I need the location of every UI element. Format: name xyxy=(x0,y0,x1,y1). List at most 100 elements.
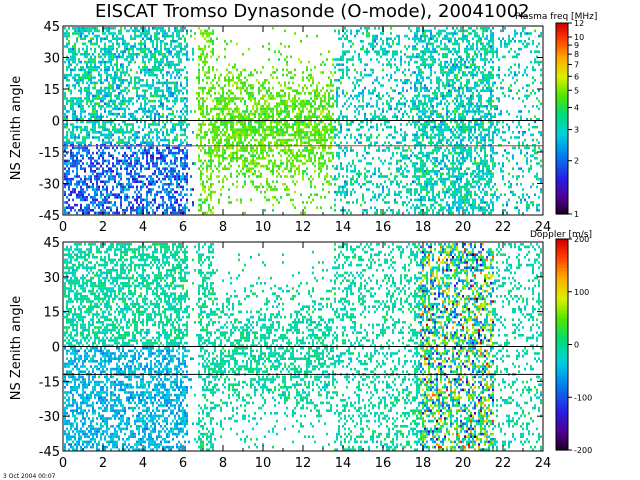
heatmap-cell xyxy=(106,136,108,139)
heatmap-cell xyxy=(150,115,152,118)
heatmap-cell xyxy=(138,81,140,85)
heatmap-cell xyxy=(308,112,310,116)
heatmap-cell xyxy=(72,188,74,191)
heatmap-cell xyxy=(140,47,142,51)
heatmap-cell xyxy=(160,89,162,92)
heatmap-cell xyxy=(108,53,110,56)
heatmap-cell xyxy=(136,133,138,137)
heatmap-cell xyxy=(204,58,206,61)
heatmap-cell xyxy=(166,99,168,103)
heatmap-cell xyxy=(246,146,248,150)
heatmap-cell xyxy=(94,60,96,64)
heatmap-cell xyxy=(182,167,184,170)
heatmap-cell xyxy=(320,112,322,116)
heatmap-cell xyxy=(256,162,258,165)
heatmap-cell xyxy=(388,94,390,98)
heatmap-cell xyxy=(224,55,226,59)
heatmap-cell xyxy=(200,53,202,56)
heatmap-cell xyxy=(212,211,214,215)
heatmap-cell xyxy=(390,183,392,186)
heatmap-cell xyxy=(292,76,294,79)
heatmap-cell xyxy=(152,53,154,56)
heatmap-cell xyxy=(124,112,126,116)
heatmap-cell xyxy=(326,112,328,116)
heatmap-cell xyxy=(146,84,148,87)
heatmap-cell xyxy=(406,149,408,152)
heatmap-cell xyxy=(292,125,294,129)
heatmap-cell xyxy=(98,105,100,108)
heatmap-cell xyxy=(72,141,74,144)
heatmap-cell xyxy=(122,107,124,111)
heatmap-cell xyxy=(254,185,256,189)
heatmap-cell xyxy=(396,146,398,150)
heatmap-cell xyxy=(84,198,86,202)
heatmap-cell xyxy=(114,73,116,77)
heatmap-cell xyxy=(354,190,356,194)
heatmap-cell xyxy=(160,47,162,51)
heatmap-cell xyxy=(106,120,108,124)
heatmap-cell xyxy=(64,34,66,38)
heatmap-cell xyxy=(148,136,150,139)
heatmap-cell xyxy=(326,118,328,121)
heatmap-cell xyxy=(160,29,162,33)
heatmap-cell xyxy=(130,146,132,150)
heatmap-cell xyxy=(362,92,364,95)
heatmap-cell xyxy=(208,141,210,144)
heatmap-cell xyxy=(390,125,392,129)
heatmap-cell xyxy=(158,79,160,82)
heatmap-cell xyxy=(400,123,402,126)
heatmap-cell xyxy=(132,115,134,118)
heatmap-cell xyxy=(124,141,126,144)
heatmap-cell xyxy=(300,92,302,95)
heatmap-cell xyxy=(378,149,380,152)
heatmap-cell xyxy=(78,32,80,35)
heatmap-cell xyxy=(158,115,160,118)
heatmap-cell xyxy=(248,92,250,95)
heatmap-cell xyxy=(92,120,94,124)
heatmap-cell xyxy=(378,115,380,118)
heatmap-cell xyxy=(392,53,394,56)
heatmap-cell xyxy=(144,167,146,170)
heatmap-cell xyxy=(304,136,306,139)
heatmap-cell xyxy=(72,146,74,150)
heatmap-cell xyxy=(92,170,94,173)
heatmap-cell xyxy=(160,154,162,157)
heatmap-cell xyxy=(206,118,208,121)
heatmap-cell xyxy=(248,47,250,51)
heatmap-cell xyxy=(106,102,108,105)
heatmap-cell xyxy=(102,201,104,204)
heatmap-cell xyxy=(310,92,312,95)
heatmap-cell xyxy=(146,206,148,209)
heatmap-cell xyxy=(382,32,384,35)
heatmap-cell xyxy=(94,201,96,204)
heatmap-cell xyxy=(212,159,214,163)
heatmap-cell xyxy=(98,102,100,105)
heatmap-cell xyxy=(110,201,112,204)
heatmap-cell xyxy=(208,177,210,181)
heatmap-cell xyxy=(288,115,290,118)
heatmap-cell xyxy=(172,175,174,178)
heatmap-cell xyxy=(92,123,94,126)
heatmap-cell xyxy=(102,97,104,100)
heatmap-cell xyxy=(408,68,410,72)
heatmap-cell xyxy=(186,105,188,108)
heatmap-cell xyxy=(324,115,326,118)
heatmap-cell xyxy=(252,118,254,121)
heatmap-cell xyxy=(66,97,68,100)
heatmap-cell xyxy=(238,110,240,113)
heatmap-cell xyxy=(150,92,152,95)
heatmap-cell xyxy=(168,149,170,152)
heatmap-cell xyxy=(304,102,306,105)
heatmap-cell xyxy=(96,159,98,163)
heatmap-cell xyxy=(90,167,92,170)
heatmap-cell xyxy=(142,151,144,155)
heatmap-cell xyxy=(162,159,164,163)
heatmap-cell xyxy=(134,81,136,85)
heatmap-cell xyxy=(132,53,134,56)
heatmap-cell xyxy=(176,32,178,35)
heatmap-cell xyxy=(412,115,414,118)
heatmap-cell xyxy=(192,53,194,56)
heatmap-cell xyxy=(110,170,112,173)
heatmap-cell xyxy=(78,183,80,186)
heatmap-cell xyxy=(296,141,298,144)
